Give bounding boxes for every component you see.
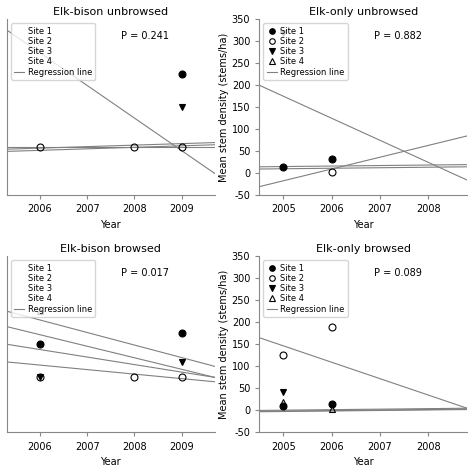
Legend: Site 1, Site 2, Site 3, Site 4, Regression line: Site 1, Site 2, Site 3, Site 4, Regressi… <box>11 260 95 317</box>
Text: P = 0.882: P = 0.882 <box>374 31 421 41</box>
Legend: Site 1, Site 2, Site 3, Site 4, Regression line: Site 1, Site 2, Site 3, Site 4, Regressi… <box>264 23 348 80</box>
X-axis label: Year: Year <box>100 457 121 467</box>
Title: Elk-only unbrowsed: Elk-only unbrowsed <box>309 7 418 17</box>
Text: P = 0.089: P = 0.089 <box>374 268 421 278</box>
Legend: Site 1, Site 2, Site 3, Site 4, Regression line: Site 1, Site 2, Site 3, Site 4, Regressi… <box>264 260 348 317</box>
X-axis label: Year: Year <box>100 220 121 230</box>
Text: P = 0.017: P = 0.017 <box>121 268 169 278</box>
Legend: Site 1, Site 2, Site 3, Site 4, Regression line: Site 1, Site 2, Site 3, Site 4, Regressi… <box>11 23 95 80</box>
Y-axis label: Mean stem density (stems/ha): Mean stem density (stems/ha) <box>219 33 229 182</box>
Title: Elk-only browsed: Elk-only browsed <box>316 244 410 254</box>
Text: P = 0.241: P = 0.241 <box>121 31 169 41</box>
Title: Elk-bison unbrowsed: Elk-bison unbrowsed <box>53 7 168 17</box>
Title: Elk-bison browsed: Elk-bison browsed <box>60 244 161 254</box>
Y-axis label: Mean stem density (stems/ha): Mean stem density (stems/ha) <box>219 270 229 419</box>
X-axis label: Year: Year <box>353 457 374 467</box>
X-axis label: Year: Year <box>353 220 374 230</box>
